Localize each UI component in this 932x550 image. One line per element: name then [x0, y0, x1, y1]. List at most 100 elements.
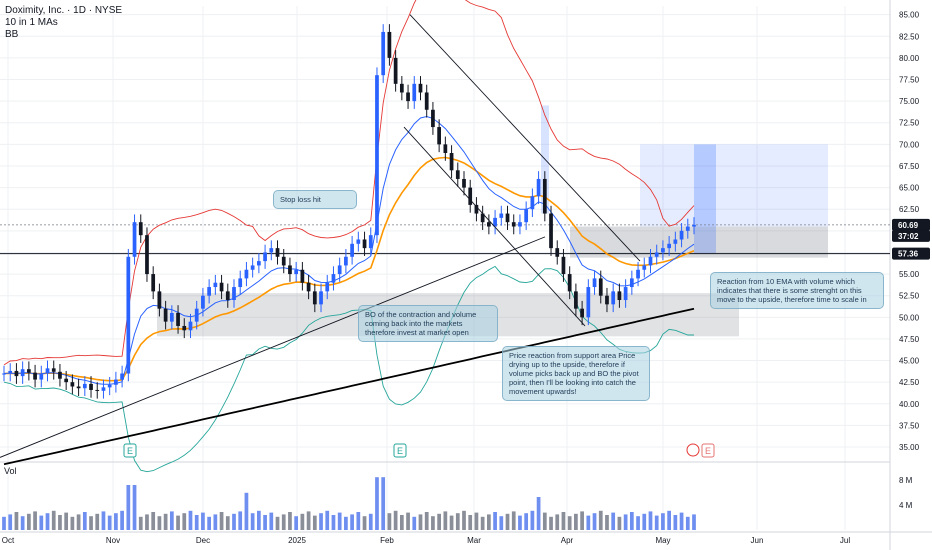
last-price-tag: 60.69 — [898, 221, 919, 230]
volume-bar — [586, 515, 591, 530]
volume-bar — [70, 516, 75, 530]
volume-bar — [281, 514, 286, 530]
volume-bar — [269, 512, 274, 530]
candle — [393, 57, 398, 84]
y-tick-label: 52.50 — [899, 292, 920, 301]
candle — [431, 109, 435, 128]
candle — [518, 222, 522, 227]
candle — [654, 252, 659, 257]
volume-bar — [219, 512, 224, 530]
candle — [692, 224, 696, 227]
volume-bar — [58, 515, 62, 530]
countdown-tag-bg — [892, 229, 930, 242]
volume-bar — [107, 515, 112, 530]
candle — [95, 389, 100, 391]
candle — [536, 178, 541, 197]
volume-bar — [126, 485, 131, 530]
volume-bar — [20, 516, 25, 530]
candle — [176, 312, 180, 326]
candle — [257, 261, 261, 266]
earnings-marker-label: E — [705, 446, 711, 456]
volume-bar — [238, 511, 243, 530]
candle — [362, 239, 367, 249]
candle — [114, 379, 118, 385]
candle — [300, 269, 305, 283]
y-tick-label: 35.00 — [899, 443, 920, 452]
candle — [213, 282, 218, 288]
candle — [673, 239, 678, 244]
candle — [51, 368, 56, 372]
candle — [567, 274, 572, 292]
candle — [306, 282, 311, 292]
candle — [561, 256, 566, 275]
indicator-mas[interactable]: 10 in 1 MAs — [5, 17, 58, 28]
volume-bar — [82, 512, 87, 530]
volume-bar — [592, 513, 597, 530]
candle — [89, 383, 93, 390]
volume-bar — [462, 510, 466, 530]
volume-bar — [636, 516, 640, 530]
candle — [157, 291, 162, 309]
volume-bar — [288, 512, 292, 530]
volume-bar — [350, 514, 354, 530]
volume-bar — [549, 516, 553, 530]
candle — [499, 213, 504, 218]
bb-upper-line — [3, 0, 695, 366]
candle — [511, 222, 516, 227]
candle — [207, 287, 211, 296]
volume-bar — [344, 516, 348, 530]
volume-tick-label: 8 M — [899, 476, 913, 485]
volume-bar — [455, 513, 460, 530]
chart-legend: Doximity, Inc. · 1D · NYSE 10 in 1 MAs B… — [5, 5, 122, 41]
candle — [20, 369, 25, 377]
candle — [387, 31, 392, 58]
annotation-support[interactable]: Price reaction from support area Price d… — [502, 346, 650, 401]
candle — [449, 153, 454, 171]
volume-bar — [114, 513, 118, 530]
y-tick-label: 62.50 — [899, 205, 920, 214]
volume-bar — [312, 515, 317, 530]
candle — [225, 291, 230, 301]
candle — [356, 239, 361, 244]
candle — [443, 144, 448, 154]
volume-bar — [319, 513, 323, 530]
annotation-ema-reaction[interactable]: Reaction from 10 EMA with volume which i… — [710, 272, 884, 309]
candle — [182, 325, 187, 331]
volume-bar — [95, 513, 100, 530]
volume-bar — [524, 513, 529, 530]
volume-bar — [176, 515, 180, 530]
volume-tick-label: 4 M — [899, 501, 913, 510]
line-price-tag-bg — [892, 247, 930, 260]
candle — [275, 248, 280, 257]
volume-bar — [518, 515, 522, 530]
y-tick-label: 45.00 — [899, 357, 920, 366]
volume-bar — [487, 514, 491, 530]
candle — [126, 256, 131, 374]
candle — [107, 384, 112, 388]
volume-label: Vol — [4, 466, 17, 476]
candle — [219, 282, 224, 292]
candle — [667, 243, 671, 249]
channel-line-upper — [409, 14, 641, 262]
annotation-bo-contraction[interactable]: BO of the contraction and volume coming … — [358, 305, 498, 342]
volume-bar — [51, 510, 56, 530]
volume-bar — [188, 510, 193, 530]
y-tick-label: 80.00 — [899, 54, 920, 63]
candle — [437, 127, 441, 145]
last-price-tag-bg — [892, 218, 930, 231]
volume-bar — [406, 512, 410, 530]
candle — [337, 265, 342, 275]
volume-bar — [431, 516, 435, 530]
candle — [468, 187, 473, 205]
channel-line-lower — [403, 126, 586, 327]
annotation-stop-loss[interactable]: Stop loss hit — [273, 190, 357, 209]
split-marker-icon — [686, 443, 700, 457]
indicator-bb[interactable]: BB — [5, 29, 19, 40]
volume-bar — [331, 515, 336, 530]
candle — [39, 373, 44, 380]
candle — [487, 222, 491, 227]
volume-bar — [679, 512, 684, 530]
candle — [64, 378, 69, 383]
candle — [27, 369, 31, 373]
